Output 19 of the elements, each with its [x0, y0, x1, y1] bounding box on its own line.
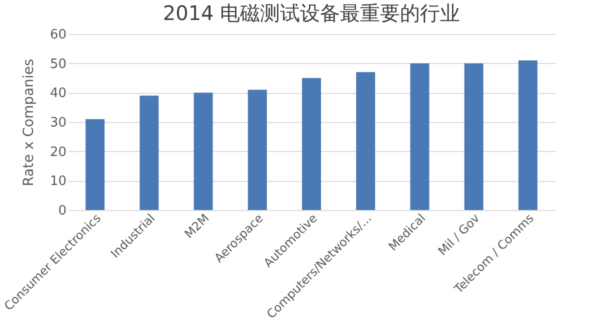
y-tick-label: 50 — [50, 56, 66, 72]
y-tick-label: 60 — [50, 28, 66, 42]
bar — [410, 63, 430, 210]
bar — [194, 92, 213, 210]
bar — [464, 63, 484, 210]
bar — [248, 90, 267, 210]
y-axis-title: Rate x Companies — [20, 58, 37, 186]
chart-title: 2014 电磁测试设备最重要的行业 — [162, 1, 460, 25]
y-tick-label: 30 — [50, 116, 66, 130]
bar — [140, 96, 159, 210]
x-tick-label: Mil / Gov — [435, 211, 482, 258]
y-tick-label: 10 — [50, 174, 66, 190]
y-tick-label: 40 — [50, 86, 66, 102]
y-tick-label: 20 — [50, 144, 66, 160]
bar — [356, 72, 376, 210]
y-tick-label: 0 — [58, 204, 66, 218]
bar — [86, 119, 105, 210]
bar — [302, 78, 321, 210]
bar — [518, 60, 538, 210]
